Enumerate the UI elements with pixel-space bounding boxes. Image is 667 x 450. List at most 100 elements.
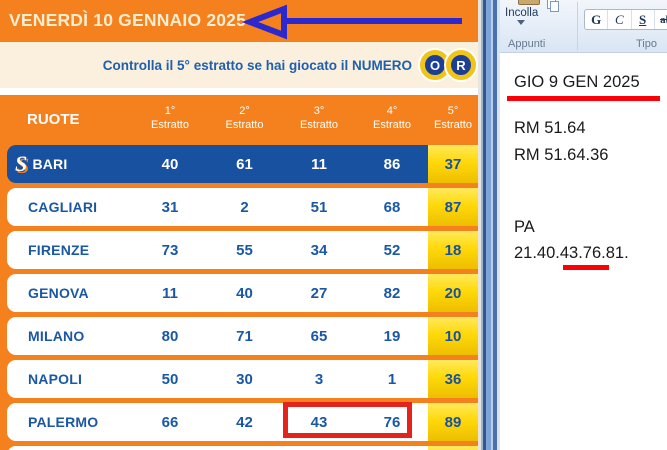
estratto-2: 61 xyxy=(236,155,253,173)
estratto-5: 87 xyxy=(428,188,478,226)
estratto-2: 55 xyxy=(236,241,253,259)
estratto-5: 20 xyxy=(428,274,478,312)
table-row-cagliari[interactable]: CAGLIARI 31 2 51 68 87 xyxy=(7,188,478,226)
annotation-arrow-icon xyxy=(241,4,462,40)
underline-button[interactable]: S xyxy=(632,10,655,29)
pa-numbers-post: 81. xyxy=(605,244,629,262)
column-header-5: 5° Estratto xyxy=(434,105,472,131)
word-document[interactable]: GIO 9 GEN 2025 RM 51.64 RM 51.64.36 PA 2… xyxy=(500,53,667,450)
estratto-3: 34 xyxy=(310,241,328,259)
word-ribbon: Incolla Appunti G C S ab Tipo xyxy=(500,0,667,53)
word-window-border xyxy=(478,0,500,450)
font-format-toolbar: G C S ab xyxy=(584,9,667,30)
estratto-5: 37 xyxy=(428,145,478,183)
estratto-1: 40 xyxy=(161,155,179,173)
estratto-2: 71 xyxy=(236,327,253,345)
estratto-1: 50 xyxy=(161,370,179,388)
table-row-napoli[interactable]: NAPOLI 50 30 3 1 36 xyxy=(7,360,478,398)
copy-page-front xyxy=(550,1,559,12)
estratto-4: 68 xyxy=(383,198,401,216)
column-header-ruote: RUOTE xyxy=(27,110,80,128)
table-row-bari[interactable]: S BARI 40 61 11 86 37 xyxy=(7,145,478,183)
sisal-s-icon: S xyxy=(15,151,28,176)
lotto-results-panel: VENERDÌ 10 GENNAIO 2025 Controlla il 5° … xyxy=(0,0,478,450)
ruota-name: FIRENZE xyxy=(28,242,90,258)
paste-button[interactable]: Incolla xyxy=(505,7,539,19)
estratto-3: 11 xyxy=(311,155,327,173)
estratto-4: 19 xyxy=(383,327,401,345)
doc-rm-line-1: RM 51.64 xyxy=(514,119,586,137)
table-header: RUOTE 1° Estratto 2° Estratto 3° Estratto 4… xyxy=(0,95,478,143)
pa-numbers-marked: 43.76. xyxy=(560,244,609,270)
annotation-red-underline xyxy=(507,96,660,101)
column-header-2: 2° Estratto xyxy=(225,105,264,131)
estratto-4: 1 xyxy=(387,370,397,388)
strikethrough-button[interactable]: ab xyxy=(655,10,667,29)
estratto-5 xyxy=(428,446,478,450)
font-group-label: Tipo xyxy=(636,38,657,50)
estratto-4: 86 xyxy=(383,155,401,173)
ruota-name: S BARI xyxy=(15,151,68,176)
ruota-name: GENOVA xyxy=(28,285,89,301)
estratto-2: 30 xyxy=(236,370,253,388)
draw-date: VENERDÌ 10 GENNAIO 2025 xyxy=(9,10,247,30)
doc-rm-line-2: RM 51.64.36 xyxy=(514,146,609,164)
date-banner: VENERDÌ 10 GENNAIO 2025 xyxy=(0,0,478,42)
estratto-4: 52 xyxy=(383,241,401,259)
estratto-3: 51 xyxy=(310,198,328,216)
results-table-body: S BARI 40 61 11 86 37 CAGLIARI 31 2 51 6… xyxy=(0,143,478,450)
estratto-3: 3 xyxy=(314,370,324,388)
estratto-4: 82 xyxy=(383,284,401,302)
estratto-2: 2 xyxy=(240,198,249,216)
table-row-partial xyxy=(7,446,478,450)
estratto-5: 36 xyxy=(428,360,478,398)
estratto-4 xyxy=(356,446,428,450)
ruota-name: CAGLIARI xyxy=(28,199,98,215)
annotation-red-underline-2 xyxy=(562,265,609,270)
estratto-2: 42 xyxy=(236,413,253,431)
estratto-3: 43 xyxy=(310,413,328,431)
estratto-5: 10 xyxy=(428,317,478,355)
table-row-genova[interactable]: GENOVA 11 40 27 82 20 xyxy=(7,274,478,312)
ruota-name xyxy=(7,446,133,450)
paste-clipboard-icon[interactable] xyxy=(518,0,540,5)
numero-oro-logo-icon: O R xyxy=(420,50,476,80)
table-row-firenze[interactable]: FIRENZE 73 55 34 52 18 xyxy=(7,231,478,269)
bold-button[interactable]: G xyxy=(585,10,609,29)
clipboard-group-label: Appunti xyxy=(508,38,546,50)
estratto-3: 27 xyxy=(310,284,328,302)
estratto-1: 73 xyxy=(161,241,179,259)
estratto-1: 80 xyxy=(161,327,179,345)
annotation-red-box xyxy=(283,402,412,438)
doc-date-line: GIO 9 GEN 2025 xyxy=(514,73,640,91)
ruota-name: NAPOLI xyxy=(28,371,83,387)
estratto-1: 11 xyxy=(162,284,178,302)
italic-button[interactable]: C xyxy=(608,10,632,29)
estratto-4: 76 xyxy=(383,413,401,431)
estratto-2: 40 xyxy=(236,284,253,302)
copy-icon[interactable] xyxy=(547,0,560,13)
ribbon-group-divider xyxy=(577,2,578,50)
ruota-name: PALERMO xyxy=(28,414,99,430)
promo-text: Controlla il 5° estratto se hai giocato … xyxy=(102,57,412,73)
estratto-1: 31 xyxy=(161,198,179,216)
estratto-1 xyxy=(133,446,207,450)
divider xyxy=(0,88,478,95)
numero-oro-promo-banner[interactable]: Controlla il 5° estratto se hai giocato … xyxy=(0,42,478,88)
oro-circle-r: R xyxy=(446,50,476,80)
word-panel: Incolla Appunti G C S ab Tipo GIO 9 GEN … xyxy=(500,0,667,450)
estratto-1: 66 xyxy=(161,413,179,431)
estratto-5: 18 xyxy=(428,231,478,269)
doc-pa-label: PA xyxy=(514,218,535,236)
pa-numbers-pre: 21.40. xyxy=(514,244,560,262)
column-header-4: 4° Estratto xyxy=(373,105,411,131)
ruota-name: MILANO xyxy=(28,328,85,344)
paste-dropdown-icon[interactable] xyxy=(517,20,525,25)
doc-pa-numbers: 21.40.43.76. 81. xyxy=(514,244,629,270)
estratto-3: 65 xyxy=(310,327,328,345)
estratto-3 xyxy=(282,446,356,450)
column-header-3: 3° Estratto xyxy=(300,105,338,131)
column-header-1: 1° Estratto xyxy=(151,105,189,131)
table-row-milano[interactable]: MILANO 80 71 65 19 10 xyxy=(7,317,478,355)
